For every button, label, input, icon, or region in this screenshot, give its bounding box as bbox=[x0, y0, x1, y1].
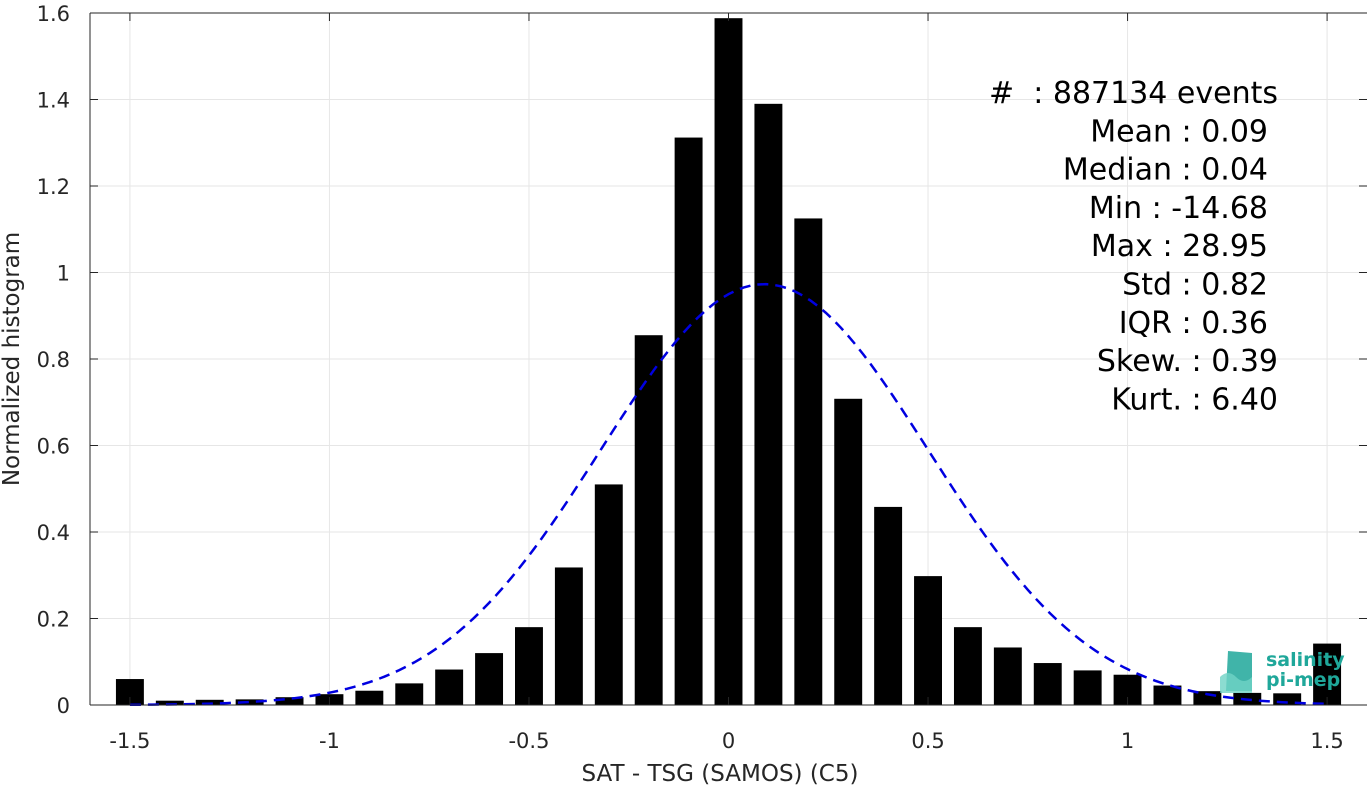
y-axis-label: Normalized histogram bbox=[0, 232, 25, 486]
y-axis-ticks: 0 0.2 0.4 0.6 0.8 1 1.2 1.4 1.6 bbox=[37, 2, 1367, 718]
stat-line: IQR : 0.36 bbox=[1119, 306, 1268, 341]
y-tick-label: 0.2 bbox=[37, 608, 70, 632]
bars bbox=[115, 18, 1342, 705]
x-tick-label: -1 bbox=[319, 729, 340, 753]
histogram-bar bbox=[1033, 663, 1062, 705]
histogram-bar bbox=[993, 647, 1022, 705]
salinity-pimep-logo: salinity pi-mep bbox=[1220, 649, 1345, 693]
stat-line: Median : 0.04 bbox=[1063, 153, 1268, 188]
histogram-bar bbox=[754, 103, 783, 705]
logo-text-line1: salinity bbox=[1266, 649, 1345, 671]
histogram-bar bbox=[714, 18, 743, 705]
histogram-bar bbox=[1313, 643, 1342, 705]
histogram-bar bbox=[395, 683, 424, 705]
x-axis-label: SAT - TSG (SAMOS) (C5) bbox=[582, 761, 859, 785]
histogram-bar bbox=[914, 576, 942, 705]
stat-line: Min : -14.68 bbox=[1089, 191, 1268, 226]
stat-line: Max : 28.95 bbox=[1091, 229, 1268, 264]
histogram-bar bbox=[953, 627, 982, 705]
x-tick-label: 0 bbox=[722, 729, 735, 753]
histogram-bar bbox=[874, 506, 903, 705]
histogram-bar bbox=[794, 218, 823, 705]
stat-line: Std : 0.82 bbox=[1122, 268, 1268, 303]
y-tick-label: 0.6 bbox=[37, 435, 70, 459]
y-tick-label: 0 bbox=[57, 694, 70, 718]
histogram-bar bbox=[554, 567, 583, 705]
stat-line: # : 887134 events bbox=[989, 76, 1278, 111]
y-tick-label: 1.2 bbox=[37, 175, 70, 199]
histogram-bar bbox=[634, 335, 663, 705]
histogram-bar bbox=[834, 398, 863, 705]
normal-fit-curve bbox=[129, 282, 1328, 707]
histogram-bar bbox=[355, 690, 384, 705]
y-tick-label: 0.8 bbox=[37, 348, 70, 372]
y-tick-label: 1.6 bbox=[37, 2, 70, 26]
x-axis-ticks: -1.5 -1 -0.5 0 0.5 1 1.5 bbox=[109, 13, 1344, 753]
histogram-bar bbox=[435, 669, 464, 705]
y-tick-label: 1 bbox=[57, 262, 70, 286]
histogram-bar bbox=[275, 697, 304, 705]
histogram-bar bbox=[1153, 685, 1182, 705]
stat-line: Skew. : 0.39 bbox=[1097, 344, 1278, 379]
y-tick-label: 1.4 bbox=[37, 89, 70, 113]
histogram-bar bbox=[515, 627, 543, 705]
histogram-bar bbox=[674, 137, 703, 705]
histogram-bar bbox=[235, 699, 264, 705]
logo-icon-wave bbox=[1220, 673, 1252, 693]
x-tick-label: -0.5 bbox=[508, 729, 549, 753]
stat-line: Kurt. : 6.40 bbox=[1111, 382, 1278, 417]
histogram-bar bbox=[475, 653, 504, 705]
stat-line: Mean : 0.09 bbox=[1090, 114, 1268, 149]
histogram-bar bbox=[195, 699, 224, 705]
histogram-bar bbox=[1273, 693, 1302, 705]
x-tick-label: 1.5 bbox=[1310, 729, 1343, 753]
y-tick-label: 0.4 bbox=[37, 521, 70, 545]
x-tick-label: 1 bbox=[1121, 729, 1134, 753]
x-tick-label: -1.5 bbox=[109, 729, 150, 753]
logo-text-line2: pi-mep bbox=[1266, 669, 1340, 691]
histogram-bar bbox=[1073, 670, 1102, 705]
x-tick-label: 0.5 bbox=[911, 729, 944, 753]
histogram-bar bbox=[155, 700, 184, 705]
histogram-bar bbox=[594, 484, 623, 705]
